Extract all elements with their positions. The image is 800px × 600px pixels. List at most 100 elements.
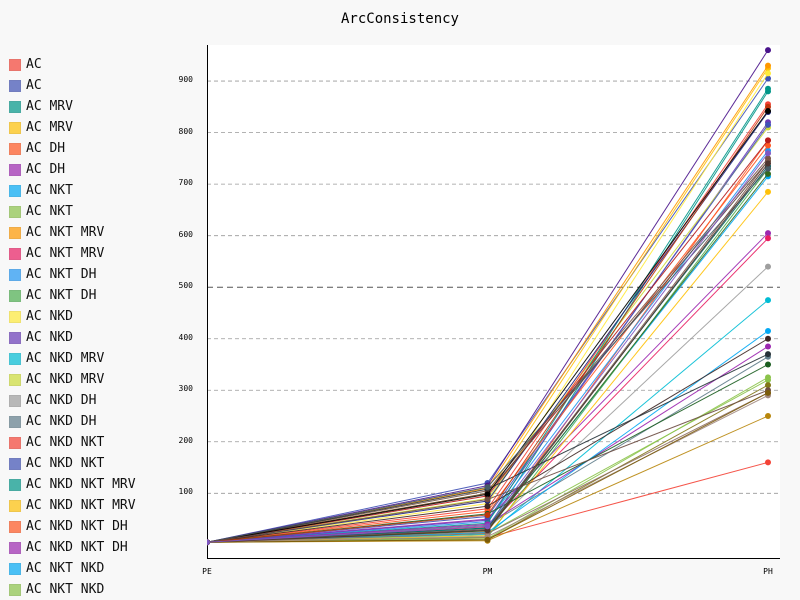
legend-swatch — [9, 583, 21, 596]
legend: AC AC AC MRV AC MRV AC DH AC DH AC NKT AC NKT AC… — [9, 54, 136, 600]
data-point — [765, 413, 771, 420]
y-tick-label: 400 — [178, 332, 193, 342]
data-point — [765, 75, 771, 82]
legend-item: AC NKT MRV — [9, 243, 136, 264]
data-point — [765, 382, 771, 389]
legend-item: AC NKD NKT MRV — [9, 474, 136, 495]
legend-label: AC NKD NKT DH — [26, 519, 128, 534]
legend-item: AC NKD NKT — [9, 453, 136, 474]
legend-label: AC NKD NKT — [26, 435, 105, 450]
legend-label: AC NKD NKT MRV — [26, 477, 136, 492]
x-tick-label: PE — [202, 567, 212, 576]
data-point — [765, 335, 771, 342]
legend-label: AC NKT — [26, 183, 73, 198]
data-point — [765, 230, 771, 237]
legend-item: AC NKD NKT MRV — [9, 495, 136, 516]
data-point — [765, 459, 771, 466]
y-tick-label: 900 — [178, 75, 193, 85]
legend-swatch — [9, 163, 21, 176]
plot-area: 100 200 300 400 500 600 700 800 900 PE PM PH — [179, 45, 780, 576]
data-point — [765, 351, 771, 358]
legend-label: AC NKD DH — [26, 393, 97, 408]
data-point — [484, 523, 491, 530]
legend-item: AC NKD NKT DH — [9, 537, 136, 558]
legend-item: AC — [9, 54, 136, 75]
data-point — [765, 150, 771, 157]
legend-item: AC NKT DH — [9, 264, 136, 285]
legend-item: AC MRV — [9, 117, 136, 138]
data-point — [765, 160, 771, 167]
legend-swatch — [9, 457, 21, 470]
data-point — [765, 70, 771, 77]
series-line — [207, 65, 769, 543]
legend-label: AC NKD NKT DH — [26, 540, 128, 555]
legend-item: AC NKD NKT — [9, 432, 136, 453]
legend-swatch — [9, 394, 21, 407]
data-point — [484, 527, 491, 534]
legend-item: AC NKD DH — [9, 411, 136, 432]
series-line — [207, 73, 769, 543]
legend-swatch — [9, 58, 21, 71]
legend-item: AC — [9, 75, 136, 96]
data-point — [765, 107, 771, 114]
legend-item: AC NKT MRV — [9, 222, 136, 243]
data-point — [484, 484, 491, 491]
legend-swatch — [9, 562, 21, 575]
legend-swatch — [9, 331, 21, 344]
legend-swatch — [9, 373, 21, 386]
legend-item: AC NKT NKD — [9, 579, 136, 600]
legend-item: AC NKT DH — [9, 285, 136, 306]
legend-item: AC NKT NKD — [9, 558, 136, 579]
legend-label: AC NKD NKT — [26, 456, 105, 471]
data-point — [765, 137, 771, 144]
legend-item: AC NKD DH — [9, 390, 136, 411]
y-tick-label: 600 — [178, 229, 193, 239]
legend-swatch — [9, 226, 21, 239]
legend-label: AC DH — [26, 141, 66, 156]
data-point — [765, 389, 771, 396]
line-chart — [207, 45, 780, 559]
legend-swatch — [9, 205, 21, 218]
y-tick-label: 300 — [178, 384, 193, 394]
series-line — [207, 110, 769, 543]
legend-label: AC NKD NKT MRV — [26, 498, 136, 513]
legend-swatch — [9, 184, 21, 197]
chart-title: ArcConsistency — [340, 11, 459, 27]
data-point — [765, 170, 771, 177]
legend-swatch — [9, 520, 21, 533]
series-line — [207, 49, 769, 543]
legend-swatch — [9, 436, 21, 449]
legend-label: AC NKT NKD — [26, 582, 105, 597]
legend-item: AC NKD NKT DH — [9, 516, 136, 537]
legend-label: AC NKD MRV — [26, 372, 105, 387]
series-line — [207, 111, 769, 543]
y-tick-label: 100 — [178, 487, 193, 497]
data-point — [765, 103, 771, 110]
legend-label: AC NKT DH — [26, 267, 97, 282]
y-tick-label: 500 — [178, 281, 193, 291]
data-point — [765, 121, 771, 128]
legend-item: AC DH — [9, 138, 136, 159]
data-point — [484, 491, 491, 498]
data-point — [765, 327, 771, 334]
series-line — [207, 91, 769, 543]
data-point — [765, 297, 771, 304]
legend-swatch — [9, 289, 21, 302]
x-tick-label: PM — [482, 567, 493, 576]
series-line — [207, 67, 769, 543]
legend-swatch — [9, 100, 21, 113]
data-point — [765, 47, 771, 54]
legend-swatch — [9, 247, 21, 260]
legend-swatch — [9, 415, 21, 428]
series-line — [207, 103, 769, 543]
legend-swatch — [9, 541, 21, 554]
legend-swatch — [9, 79, 21, 92]
legend-label: AC NKT NKD — [26, 561, 105, 576]
y-tick-label: 700 — [178, 178, 193, 188]
data-point — [765, 142, 771, 149]
legend-item: AC NKD MRV — [9, 348, 136, 369]
legend-item: AC NKD — [9, 306, 136, 327]
data-point — [484, 511, 491, 518]
legend-label: AC NKT MRV — [26, 225, 105, 240]
legend-label: AC DH — [26, 162, 66, 177]
